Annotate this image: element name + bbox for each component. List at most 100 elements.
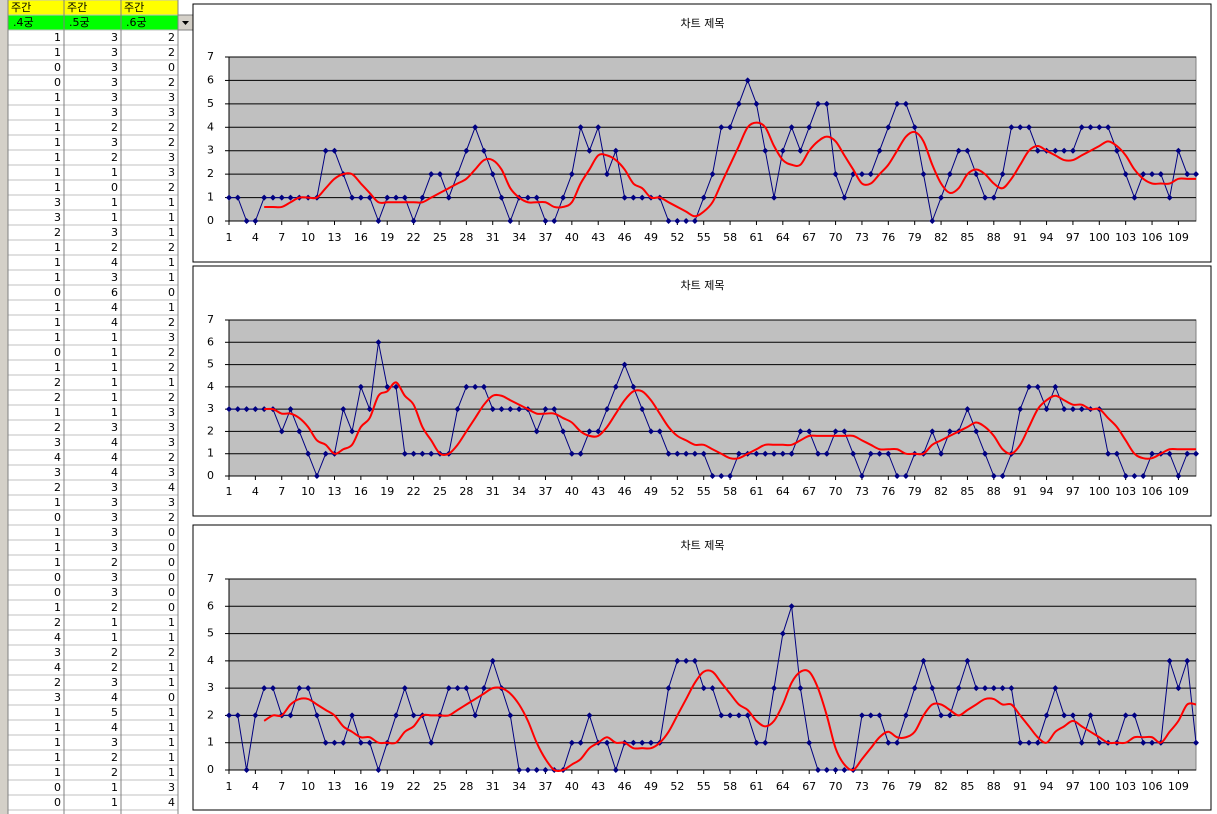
data-point: [683, 657, 690, 664]
data-point: [604, 171, 611, 178]
x-tick-label: 88: [987, 485, 1001, 498]
data-point: [366, 739, 373, 746]
x-tick-label: 28: [459, 231, 473, 244]
x-tick-label: 22: [407, 231, 421, 244]
x-tick-label: 73: [855, 780, 869, 793]
data-cell: 2: [168, 46, 175, 59]
x-tick-label: 94: [1040, 485, 1054, 498]
data-point: [410, 712, 417, 719]
data-point: [454, 685, 461, 692]
x-tick-label: 79: [908, 485, 922, 498]
header-row: [8, 0, 178, 15]
data-cell: 3: [111, 421, 118, 434]
data-point: [858, 473, 865, 479]
x-tick-label: 103: [1115, 485, 1136, 498]
x-tick-label: 97: [1066, 231, 1080, 244]
data-point: [753, 739, 760, 746]
data-point: [639, 406, 646, 413]
data-cell: 3: [111, 511, 118, 524]
data-cell: 2: [168, 241, 175, 254]
data-point: [1175, 685, 1182, 692]
data-point: [1034, 147, 1041, 154]
data-point: [700, 450, 707, 457]
data-point: [639, 194, 646, 201]
data-point: [612, 147, 619, 154]
data-point: [683, 218, 690, 224]
x-tick-label: 7: [278, 485, 285, 498]
data-point: [823, 100, 830, 107]
data-cell: 4: [111, 721, 118, 734]
data-point: [234, 712, 241, 719]
data-cell: 3: [111, 676, 118, 689]
data-cell: 1: [168, 661, 175, 674]
data-cell: 3: [54, 436, 61, 449]
data-cell: 1: [54, 301, 61, 314]
data-cell: 1: [168, 271, 175, 284]
data-point: [814, 767, 821, 773]
data-point: [252, 218, 259, 224]
data-point: [287, 712, 294, 719]
data-point: [1193, 171, 1199, 178]
data-cell: 0: [168, 526, 175, 539]
data-cell: 1: [54, 496, 61, 509]
y-tick-label: 3: [207, 402, 214, 415]
data-point: [621, 194, 628, 201]
data-point: [779, 147, 786, 154]
data-cell: 1: [168, 196, 175, 209]
y-tick-label: 5: [207, 358, 214, 371]
data-point: [938, 712, 945, 719]
data-point: [691, 657, 698, 664]
x-tick-label: 109: [1168, 485, 1189, 498]
x-tick-label: 13: [327, 780, 341, 793]
data-cell: 1: [54, 166, 61, 179]
x-tick-label: 100: [1089, 780, 1110, 793]
data-point: [814, 450, 821, 457]
x-tick-label: 103: [1115, 780, 1136, 793]
data-point: [454, 406, 461, 413]
data-point: [357, 194, 364, 201]
data-point: [401, 685, 408, 692]
data-cell: 2: [111, 151, 118, 164]
data-point: [349, 428, 356, 435]
x-tick-label: 25: [433, 231, 447, 244]
data-point: [586, 147, 593, 154]
x-tick-label: 82: [934, 780, 948, 793]
data-cell: 3: [168, 496, 175, 509]
data-point: [357, 739, 364, 746]
data-point: [516, 406, 523, 413]
data-point: [489, 171, 496, 178]
data-point: [533, 428, 540, 435]
data-point: [1193, 450, 1199, 457]
x-tick-label: 52: [670, 780, 684, 793]
data-point: [243, 406, 250, 413]
data-cell: 1: [54, 331, 61, 344]
x-tick-label: 4: [252, 485, 259, 498]
x-tick-label: 19: [380, 231, 394, 244]
x-tick-label: 16: [354, 780, 368, 793]
data-point: [507, 406, 514, 413]
data-point: [894, 473, 901, 479]
data-cell: 3: [168, 91, 175, 104]
subheader-cell: .4궁: [13, 16, 34, 29]
x-tick-label: 61: [749, 231, 763, 244]
x-tick-label: 46: [618, 231, 632, 244]
data-point: [630, 194, 637, 201]
x-tick-label: 91: [1013, 485, 1027, 498]
y-tick-label: 0: [207, 763, 214, 776]
data-point: [226, 194, 232, 201]
data-point: [1087, 124, 1094, 131]
data-cell: 2: [54, 481, 61, 494]
data-cell: 3: [111, 31, 118, 44]
data-point: [489, 406, 496, 413]
y-tick-label: 4: [207, 380, 214, 393]
x-tick-label: 10: [301, 780, 315, 793]
x-tick-label: 43: [591, 485, 605, 498]
data-point: [340, 406, 347, 413]
data-cell: 1: [54, 361, 61, 374]
data-point: [691, 450, 698, 457]
data-cell: 1: [54, 136, 61, 149]
data-cell: 1: [54, 151, 61, 164]
data-cell: 1: [54, 241, 61, 254]
data-point: [445, 194, 452, 201]
